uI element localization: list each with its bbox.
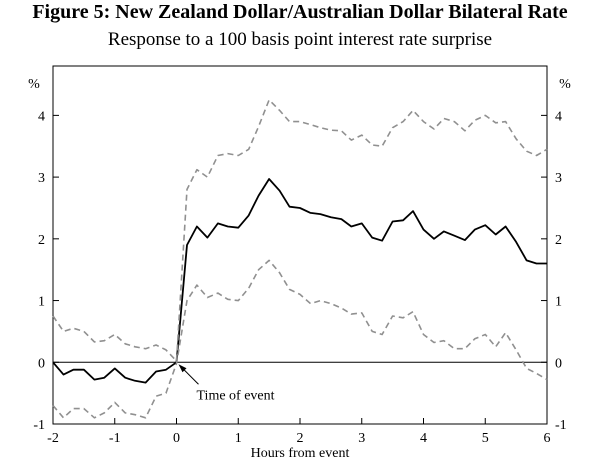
annotation-time-of-event: Time of event — [178, 364, 275, 403]
y-tick-label-left: 2 — [38, 233, 45, 248]
x-tick-label: 4 — [420, 431, 427, 446]
plot-frame — [52, 65, 548, 425]
annotation-label: Time of event — [197, 388, 275, 403]
x-tick-label: -1 — [109, 431, 121, 446]
tick-labels: -1 -10 01 12 23 34 4-2 -1 0 1 2 3 4 5 6 — [33, 109, 566, 446]
x-tick-label: -2 — [47, 431, 59, 446]
y-tick-label-right: -1 — [555, 418, 567, 433]
chart-subtitle: Response to a 100 basis point interest r… — [107, 29, 493, 50]
y-tick-label-right: 2 — [555, 233, 562, 248]
x-tick-label: 0 — [173, 431, 180, 446]
x-tick-label: 5 — [482, 431, 489, 446]
y-tick-label-left: 4 — [38, 109, 45, 124]
y-axis-unit-right: % — [559, 77, 571, 92]
x-axis-label: Hours from event — [251, 446, 350, 461]
confidence-band-line-1 — [52, 99, 548, 362]
x-tick-label: 1 — [235, 431, 242, 446]
confidence-band-line-2 — [52, 259, 548, 419]
chart-title: Figure 5: New Zealand Dollar/Australian … — [32, 1, 568, 23]
series-layer — [52, 99, 548, 419]
y-tick-label-left: 3 — [38, 171, 45, 186]
response-line — [52, 178, 547, 384]
annotation-arrowhead — [178, 364, 187, 373]
ticks — [52, 114, 548, 425]
y-tick-label-left: -1 — [33, 418, 45, 433]
y-axis-unit-left: % — [28, 77, 40, 92]
x-tick-label: 3 — [358, 431, 365, 446]
y-tick-label-right: 0 — [555, 356, 562, 371]
y-tick-label-left: 0 — [38, 356, 45, 371]
y-tick-label-right: 3 — [555, 171, 562, 186]
x-tick-label: 2 — [297, 431, 304, 446]
y-tick-label-left: 1 — [38, 295, 45, 310]
x-tick-label: 6 — [544, 431, 551, 446]
y-tick-label-right: 4 — [555, 109, 562, 124]
y-tick-label-right: 1 — [555, 295, 562, 310]
